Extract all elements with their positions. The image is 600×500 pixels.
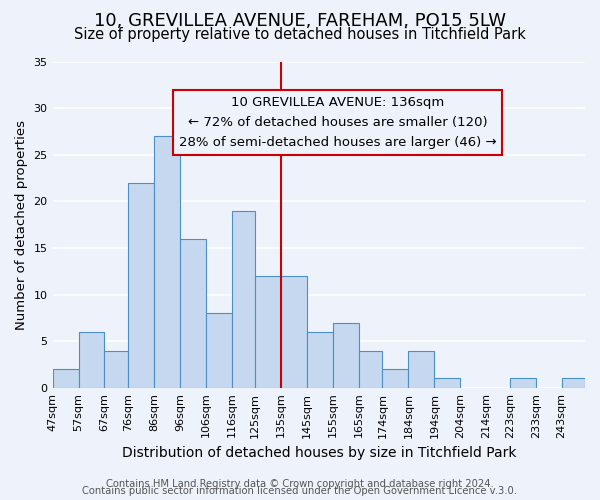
Text: Size of property relative to detached houses in Titchfield Park: Size of property relative to detached ho…: [74, 28, 526, 42]
Bar: [281, 276, 307, 388]
Bar: [255, 276, 281, 388]
Text: 10 GREVILLEA AVENUE: 136sqm
← 72% of detached houses are smaller (120)
28% of se: 10 GREVILLEA AVENUE: 136sqm ← 72% of det…: [179, 96, 496, 149]
Text: Contains HM Land Registry data © Crown copyright and database right 2024.: Contains HM Land Registry data © Crown c…: [106, 479, 494, 489]
Bar: [154, 136, 180, 388]
Bar: [206, 313, 232, 388]
Bar: [562, 378, 585, 388]
Bar: [232, 210, 255, 388]
Bar: [409, 350, 434, 388]
Bar: [79, 332, 104, 388]
Bar: [382, 369, 409, 388]
Bar: [53, 369, 79, 388]
Bar: [509, 378, 536, 388]
Text: 10, GREVILLEA AVENUE, FAREHAM, PO15 5LW: 10, GREVILLEA AVENUE, FAREHAM, PO15 5LW: [94, 12, 506, 30]
Y-axis label: Number of detached properties: Number of detached properties: [15, 120, 28, 330]
Bar: [333, 322, 359, 388]
Bar: [307, 332, 333, 388]
X-axis label: Distribution of detached houses by size in Titchfield Park: Distribution of detached houses by size …: [122, 446, 516, 460]
Bar: [104, 350, 128, 388]
Bar: [434, 378, 460, 388]
Bar: [359, 350, 382, 388]
Bar: [180, 238, 206, 388]
Bar: [128, 182, 154, 388]
Text: Contains public sector information licensed under the Open Government Licence v.: Contains public sector information licen…: [83, 486, 517, 496]
